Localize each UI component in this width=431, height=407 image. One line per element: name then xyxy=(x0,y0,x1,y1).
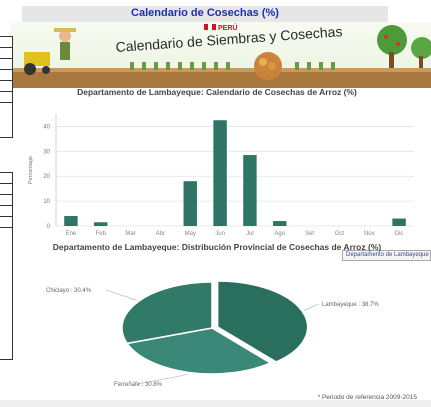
x-tick-label: Jun xyxy=(215,231,225,237)
y-tick-label: 40 xyxy=(43,124,50,130)
chart2-title: Departamento de Lambayeque: Distribución… xyxy=(52,242,382,252)
pie-slice-chiclayo xyxy=(121,281,213,345)
bottom-scrollbar[interactable] xyxy=(0,400,431,407)
pie-label: Ferreñafe : 30.8% xyxy=(114,382,163,388)
x-tick-label: Feb xyxy=(96,231,107,237)
page-title: Calendario de Cosechas (%) xyxy=(131,7,279,19)
x-tick-label: Ago xyxy=(274,231,285,237)
bar-chart: Percentage 0 10 20 30 40 Ene Feb Mar Abr May Jun Jul… xyxy=(28,114,414,237)
pie-slice-lambayeque xyxy=(216,280,309,363)
banner: PERÚ Calendario de Siembras y Cosechas xyxy=(10,22,431,88)
bar-jul xyxy=(243,155,257,226)
bar-ene xyxy=(64,216,78,226)
pie-leader-line xyxy=(105,289,137,301)
left-panel-frame xyxy=(0,36,13,138)
x-tick-label: Ene xyxy=(66,231,77,237)
pie-label: Lambayeque : 38.7% xyxy=(322,302,379,308)
x-tick-label: Mar xyxy=(125,231,135,237)
y-tick-label: 0 xyxy=(47,224,51,230)
peru-flag-icon xyxy=(204,24,208,30)
banner-country: PERÚ xyxy=(218,23,237,32)
pie-leader-line xyxy=(137,374,189,385)
y-tick-label: 10 xyxy=(43,199,50,205)
x-tick-label: Oct xyxy=(335,231,345,237)
left-panel-frame-lower xyxy=(0,172,13,360)
farmer-icon xyxy=(59,30,71,42)
chart1-title: Departamento de Lambayeque: Calendario d… xyxy=(77,87,357,97)
pie-slice-ferreñafe xyxy=(125,327,273,375)
bar-ago xyxy=(273,221,287,226)
x-tick-label: May xyxy=(185,231,196,237)
footnote: * Periodo de referencia 2009-2015 xyxy=(317,394,417,401)
y-tick-label: 20 xyxy=(43,174,50,180)
bar-dic xyxy=(392,218,406,226)
bar-may xyxy=(183,181,197,226)
bar-jun xyxy=(213,120,227,226)
x-tick-label: Dic xyxy=(395,231,404,237)
y-axis-label: Percentage xyxy=(28,156,34,184)
x-tick-label: Abr xyxy=(156,231,165,237)
x-tick-label: Nov xyxy=(364,231,375,237)
header-bar: Calendario de Cosechas (%) xyxy=(22,6,388,22)
pie-chart: Lambayeque : 38.7% Ferreñafe : 30.8% Chicl… xyxy=(46,280,379,388)
tractor-icon xyxy=(24,52,50,66)
banner-illustration: PERÚ Calendario de Siembras y Cosechas xyxy=(10,23,431,88)
pie-label: Chiclayo : 30.4% xyxy=(46,288,92,294)
tree-icon xyxy=(377,25,407,55)
x-tick-label: Jul xyxy=(246,231,254,237)
pie-leader-line xyxy=(303,303,320,311)
x-tick-label: Set xyxy=(305,231,314,237)
y-tick-label: 30 xyxy=(43,149,50,155)
bar-feb xyxy=(94,222,108,226)
